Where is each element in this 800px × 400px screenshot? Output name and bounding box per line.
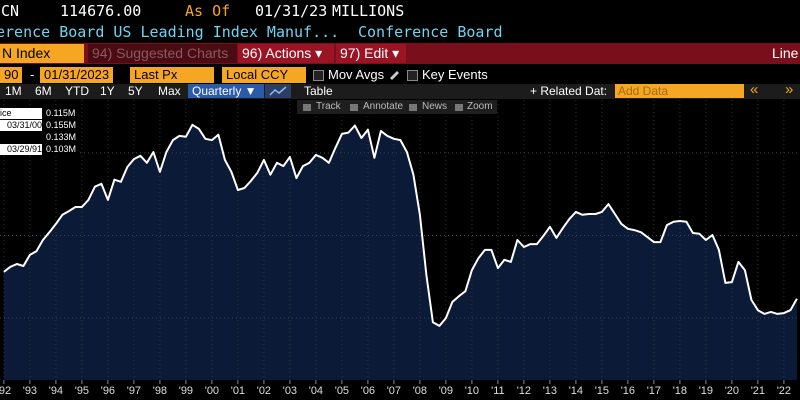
area (3, 124, 797, 380)
x-tick-label: '06 (361, 385, 375, 397)
legend-low: 0.103M (46, 144, 77, 154)
period-select[interactable]: Quarterly ▼ (188, 84, 264, 98)
start-date[interactable]: 90 (0, 67, 23, 83)
x-tick-label: '05 (335, 385, 349, 397)
tool-icon (455, 104, 463, 111)
legend-last: 0.115M (46, 108, 76, 118)
range-button[interactable]: 6M (35, 84, 52, 98)
end-date[interactable]: 01/31/2023 (40, 67, 114, 83)
x-tick-label: '02 (257, 385, 271, 397)
x-tick-label: '96 (101, 385, 115, 397)
x-tick-label: '08 (413, 385, 427, 397)
x-tick-label: '95 (75, 385, 89, 397)
related-data[interactable]: + Related Dat: (530, 84, 608, 98)
x-tick-label: '20 (725, 385, 739, 397)
currency-select[interactable]: Local CCY (222, 67, 306, 83)
legend-low-date: 03/29/91 (0, 144, 42, 155)
nav-right[interactable]: » (785, 81, 794, 98)
tool-button[interactable]: Annotate (363, 101, 404, 112)
x-tick-label: '93 (23, 385, 37, 397)
nav-left[interactable]: « (750, 81, 759, 98)
tool-icon (303, 104, 311, 111)
as-of-label: As Of (185, 2, 231, 20)
mov-avgs-checkbox[interactable] (313, 70, 324, 81)
x-tick-label: '11 (491, 385, 505, 397)
range-button[interactable]: YTD (65, 84, 89, 98)
x-tick-label: '13 (543, 385, 557, 397)
table-button[interactable]: Table (304, 84, 333, 98)
tool-icon (350, 104, 358, 111)
field-select[interactable]: Last Px (130, 67, 214, 83)
x-tick-label: '94 (49, 385, 63, 397)
x-tick-label: '22 (777, 385, 791, 397)
suggested-charts[interactable]: 94) Suggested Charts (88, 44, 237, 63)
as-of-date: 01/31/23 (255, 2, 328, 20)
x-tick-label: '19 (699, 385, 713, 397)
range-button[interactable]: Max (158, 84, 181, 98)
tool-button[interactable]: Track (316, 101, 341, 112)
x-tick-label: '16 (621, 385, 635, 397)
x-tick-label: '04 (309, 385, 323, 397)
range-button[interactable]: 1Y (100, 84, 115, 98)
key-events-label: Key Events (422, 67, 488, 82)
range-button[interactable]: 5Y (128, 84, 143, 98)
pencil-icon[interactable] (388, 68, 400, 80)
x-tick-label: '09 (439, 385, 453, 397)
actions-menu[interactable]: 96) Actions ▾ (238, 44, 334, 63)
x-tick-label: '97 (127, 385, 141, 397)
chart-type[interactable]: Line (772, 45, 799, 61)
legend-high: 0.155M (46, 120, 77, 130)
key-events-checkbox[interactable] (407, 70, 418, 81)
tool-button[interactable]: News (422, 101, 448, 112)
legend-high-date: 03/31/00 (0, 120, 42, 131)
security-field[interactable]: N Index (0, 44, 84, 63)
tool-button[interactable]: Zoom (467, 101, 493, 112)
x-tick-label: '12 (517, 385, 531, 397)
source: Conference Board (358, 23, 503, 41)
x-tick-label: '01 (231, 385, 245, 397)
mov-avgs-label: Mov Avgs (328, 67, 385, 82)
x-tick-label: '14 (569, 385, 583, 397)
range-button[interactable]: 1M (5, 84, 22, 98)
date-dash: - (30, 67, 35, 82)
x-tick-label: '92 (0, 385, 11, 397)
x-tick-label: '21 (751, 385, 765, 397)
units: MILLIONS (332, 2, 405, 20)
x-tick-label: '18 (673, 385, 687, 397)
x-tick-label: '98 (153, 385, 167, 397)
x-tick-label: '17 (647, 385, 661, 397)
x-tick-label: '15 (595, 385, 609, 397)
security-name: erence Board US Leading Index Manuf... (0, 23, 340, 41)
chart: '92 '93 '94 '95 '96 '97 '98 '99 '00 '01 '02 '03 '04 '… (0, 100, 800, 397)
tool-icon (409, 104, 417, 111)
x-tick-label: '00 (205, 385, 219, 397)
legend-average: 0.133M (46, 132, 77, 142)
x-tick-label: '99 (179, 385, 193, 397)
chart-toolbar (297, 100, 497, 114)
x-tick-label: '07 (387, 385, 401, 397)
line (3, 123, 798, 327)
ticker: UCN (0, 2, 20, 20)
chart-icon[interactable] (265, 84, 291, 98)
edit-menu[interactable]: 97) Edit ▾ (336, 44, 406, 63)
x-tick-label: '10 (465, 385, 479, 397)
legend-label: ice (0, 108, 42, 119)
add-data-input[interactable]: Add Data (615, 84, 744, 98)
price: 114676.00 (60, 2, 142, 20)
x-tick-label: '03 (283, 385, 297, 397)
